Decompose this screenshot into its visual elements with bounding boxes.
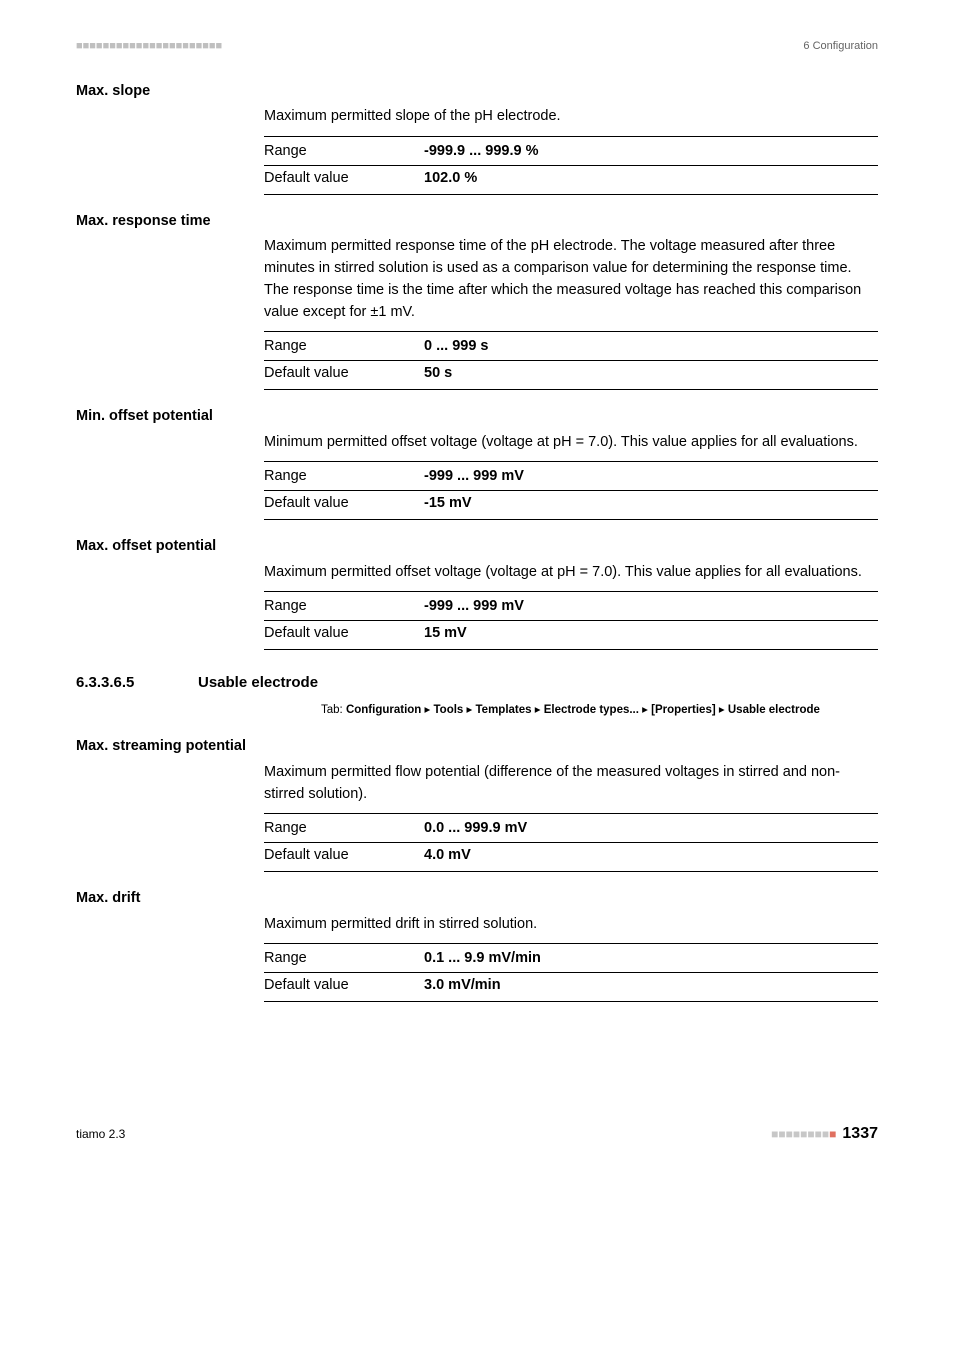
param-section: Max. response time Maximum permitted res… <box>76 211 878 390</box>
section-desc: Maximum permitted response time of the p… <box>264 236 878 323</box>
param-val: 3.0 mV/min <box>424 973 878 1002</box>
param-key: Range <box>264 592 424 621</box>
tab-prefix: Tab: <box>321 704 346 716</box>
param-key: Range <box>264 332 424 361</box>
param-table: Range-999 ... 999 mV Default value-15 mV <box>264 461 878 520</box>
header-section: 6 Configuration <box>803 38 878 55</box>
param-key: Default value <box>264 621 424 650</box>
header-dots: ■■■■■■■■■■■■■■■■■■■■■■ <box>76 38 222 55</box>
param-key: Range <box>264 462 424 491</box>
param-val: 0 ... 999 s <box>424 332 878 361</box>
section-label: Max. drift <box>76 888 878 910</box>
section-desc: Minimum permitted offset voltage (voltag… <box>264 432 878 454</box>
param-val: -999.9 ... 999.9 % <box>424 137 878 166</box>
param-section: Max. streaming potential Maximum permitt… <box>76 736 878 872</box>
param-val: 15 mV <box>424 621 878 650</box>
section-label: Max. streaming potential <box>76 736 878 758</box>
crumb: Usable electrode <box>728 704 820 716</box>
param-key: Range <box>264 944 424 973</box>
breadcrumb: Tab: Configuration ▸ Tools ▸ Templates ▸… <box>321 702 878 720</box>
section-desc: Maximum permitted offset voltage (voltag… <box>264 562 878 584</box>
param-section: Max. slope Maximum permitted slope of th… <box>76 81 878 195</box>
param-key: Range <box>264 137 424 166</box>
param-table: Range-999.9 ... 999.9 % Default value102… <box>264 136 878 195</box>
param-val: 0.1 ... 9.9 mV/min <box>424 944 878 973</box>
param-table: Range0.1 ... 9.9 mV/min Default value3.0… <box>264 943 878 1002</box>
page-header: ■■■■■■■■■■■■■■■■■■■■■■ 6 Configuration <box>76 38 878 55</box>
param-table: Range0 ... 999 s Default value50 s <box>264 331 878 390</box>
subsection-title: Usable electrode <box>198 672 318 695</box>
chevron-right-icon: ▸ <box>535 704 541 716</box>
param-key: Default value <box>264 361 424 390</box>
section-label: Max. offset potential <box>76 536 878 558</box>
section-desc: Maximum permitted slope of the pH electr… <box>264 106 878 128</box>
param-table: Range-999 ... 999 mV Default value15 mV <box>264 591 878 650</box>
param-val: 4.0 mV <box>424 843 878 872</box>
crumb: Electrode types... <box>544 704 639 716</box>
section-desc: Maximum permitted flow potential (differ… <box>264 762 878 806</box>
param-val: 50 s <box>424 361 878 390</box>
footer-dots: ■■■■■■■■■ <box>771 1125 836 1143</box>
chevron-right-icon: ▸ <box>642 704 648 716</box>
crumb: Configuration <box>346 704 421 716</box>
param-val: -15 mV <box>424 491 878 520</box>
param-section: Min. offset potential Minimum permitted … <box>76 406 878 520</box>
subsection-heading: 6.3.3.6.5 Usable electrode <box>76 672 878 695</box>
page-number: 1337 <box>842 1122 878 1146</box>
param-key: Default value <box>264 843 424 872</box>
chevron-right-icon: ▸ <box>425 704 431 716</box>
page-footer: tiamo 2.3 ■■■■■■■■■ 1337 <box>76 1122 878 1146</box>
section-desc: Maximum permitted drift in stirred solut… <box>264 914 878 936</box>
crumb: [Properties] <box>651 704 716 716</box>
param-section: Max. drift Maximum permitted drift in st… <box>76 888 878 1002</box>
crumb: Templates <box>476 704 532 716</box>
param-val: -999 ... 999 mV <box>424 462 878 491</box>
param-val: 0.0 ... 999.9 mV <box>424 814 878 843</box>
chevron-right-icon: ▸ <box>719 704 725 716</box>
crumb: Tools <box>434 704 464 716</box>
chevron-right-icon: ▸ <box>467 704 473 716</box>
param-key: Default value <box>264 491 424 520</box>
subsection-number: 6.3.3.6.5 <box>76 672 198 695</box>
param-section: Max. offset potential Maximum permitted … <box>76 536 878 650</box>
param-key: Range <box>264 814 424 843</box>
param-val: 102.0 % <box>424 165 878 194</box>
footer-product: tiamo 2.3 <box>76 1125 125 1143</box>
param-val: -999 ... 999 mV <box>424 592 878 621</box>
section-label: Min. offset potential <box>76 406 878 428</box>
section-label: Max. slope <box>76 81 878 103</box>
param-key: Default value <box>264 973 424 1002</box>
param-key: Default value <box>264 165 424 194</box>
param-table: Range0.0 ... 999.9 mV Default value4.0 m… <box>264 813 878 872</box>
section-label: Max. response time <box>76 211 878 233</box>
